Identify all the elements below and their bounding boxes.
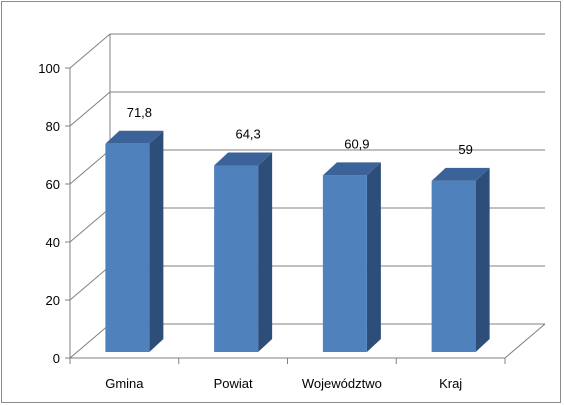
y-tick-label: 20	[46, 293, 60, 308]
bar	[214, 152, 273, 352]
category-label: Powiat	[214, 376, 253, 391]
bar-side	[366, 162, 381, 352]
bar-side	[149, 130, 164, 352]
y-tick-label: 100	[38, 61, 60, 76]
bar-top	[214, 152, 273, 166]
labels: 0 20 40 60 80 100 71,8 Gmina 64,3 Powiat 60,9 Wojew…	[38, 61, 473, 391]
bar-side	[475, 167, 490, 352]
y-tick-label: 40	[46, 235, 60, 250]
y-tick-label: 80	[46, 119, 60, 134]
bar-top	[322, 162, 381, 176]
data-label: 64,3	[235, 127, 260, 142]
gridline-side	[69, 33, 111, 69]
bar-front	[322, 175, 367, 352]
data-label: 60,9	[344, 136, 369, 151]
bars	[105, 130, 490, 352]
bar-front	[105, 143, 150, 352]
y-tick-label: 0	[53, 351, 60, 366]
bar	[105, 130, 164, 352]
gridline-side	[69, 265, 111, 301]
data-label: 71,8	[127, 105, 152, 120]
bar	[322, 162, 381, 352]
gridline-side	[69, 149, 111, 185]
bar-top	[105, 130, 164, 144]
bar-front	[431, 180, 476, 352]
y-tick-label: 60	[46, 177, 60, 192]
bar-side	[258, 152, 273, 352]
floor-edge	[504, 323, 546, 359]
category-label: Kraj	[439, 376, 462, 391]
data-label: 59	[458, 142, 472, 157]
gridline-side	[69, 323, 111, 359]
bar	[431, 167, 490, 352]
axes	[65, 67, 506, 364]
category-label: Województwo	[302, 376, 382, 391]
gridline-side	[69, 207, 111, 243]
gridline-side	[69, 91, 111, 127]
category-label: Gmina	[105, 376, 144, 391]
bar-top	[431, 167, 490, 181]
bar-front	[214, 165, 259, 352]
